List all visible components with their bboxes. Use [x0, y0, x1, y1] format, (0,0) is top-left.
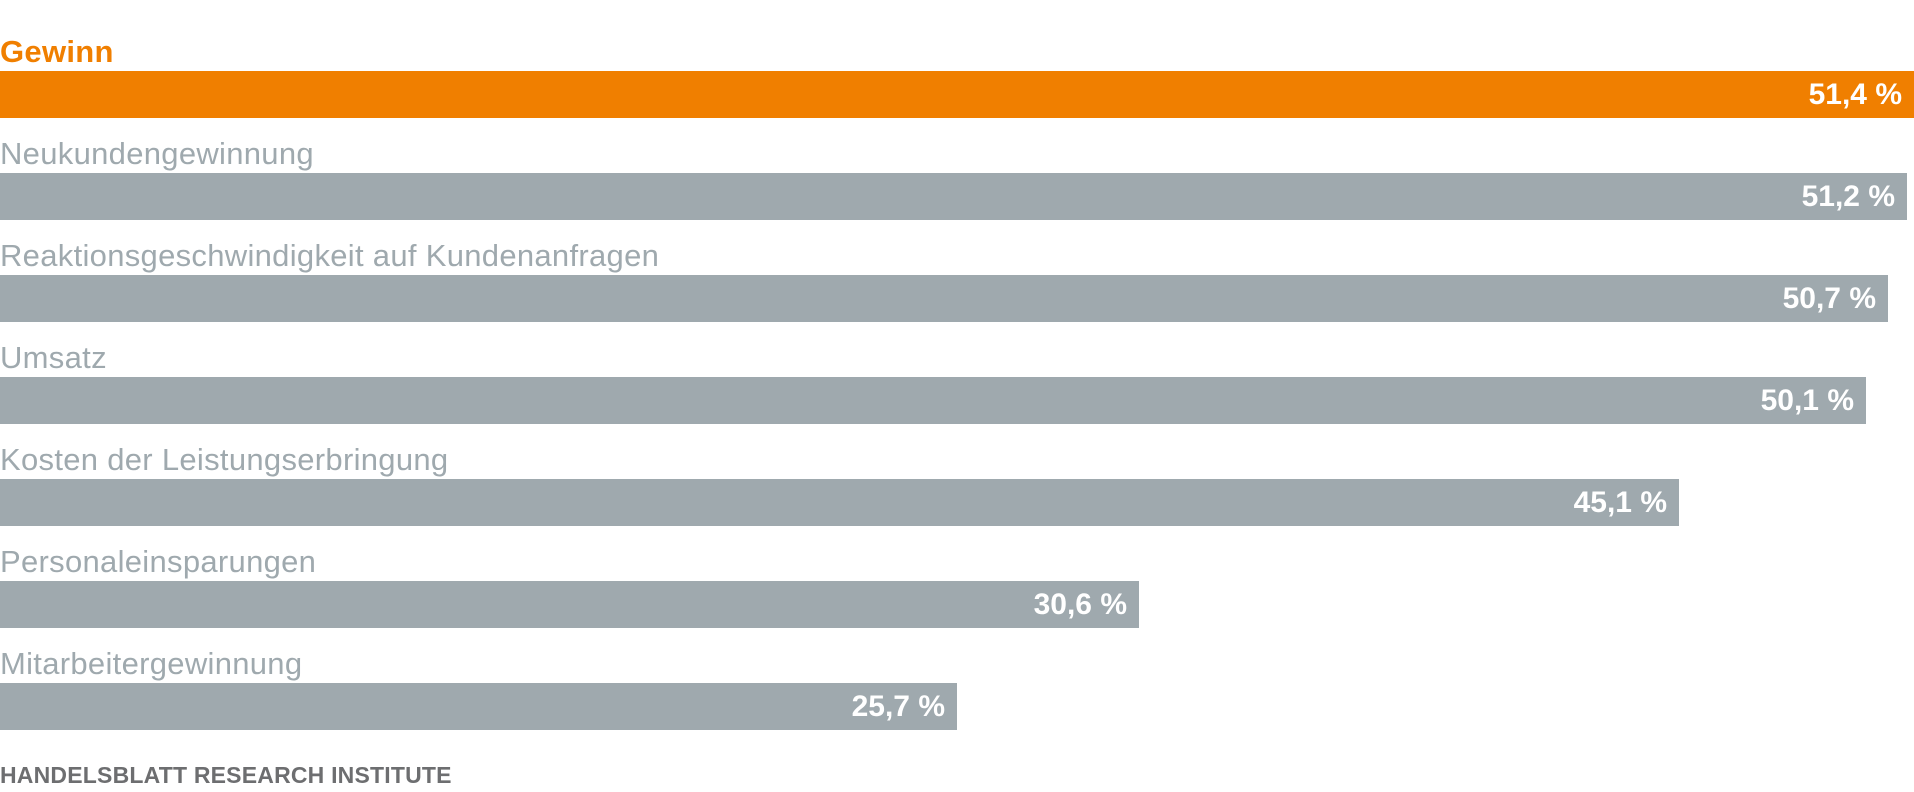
- value-label: 30,6 %: [1033, 588, 1127, 621]
- value-label: 51,2 %: [1801, 180, 1895, 213]
- bar: 50,7 %: [0, 275, 1888, 322]
- bar: 25,7 %: [0, 683, 957, 730]
- bar: 51,2 %: [0, 173, 1907, 220]
- value-label: 25,7 %: [851, 690, 945, 723]
- value-label: 50,7 %: [1782, 282, 1876, 315]
- category-label: Gewinn: [0, 34, 114, 69]
- bar: 30,6 %: [0, 581, 1139, 628]
- category-label: Reaktionsgeschwindigkeit auf Kundenanfra…: [0, 238, 660, 273]
- bar: 45,1 %: [0, 479, 1679, 526]
- value-label: 51,4 %: [1808, 78, 1902, 111]
- category-label: Kosten der Leistungserbringung: [0, 442, 449, 477]
- category-label: Umsatz: [0, 340, 107, 375]
- bar: 50,1 %: [0, 377, 1866, 424]
- category-label: Neukundengewinnung: [0, 136, 314, 171]
- value-label: 45,1 %: [1573, 486, 1667, 519]
- source-credit: HANDELSBLATT RESEARCH INSTITUTE: [0, 762, 452, 788]
- value-label: 50,1 %: [1760, 384, 1854, 417]
- category-label: Personaleinsparungen: [0, 544, 317, 579]
- category-label: Mitarbeitergewinnung: [0, 646, 303, 681]
- bar: 51,4 %: [0, 71, 1914, 118]
